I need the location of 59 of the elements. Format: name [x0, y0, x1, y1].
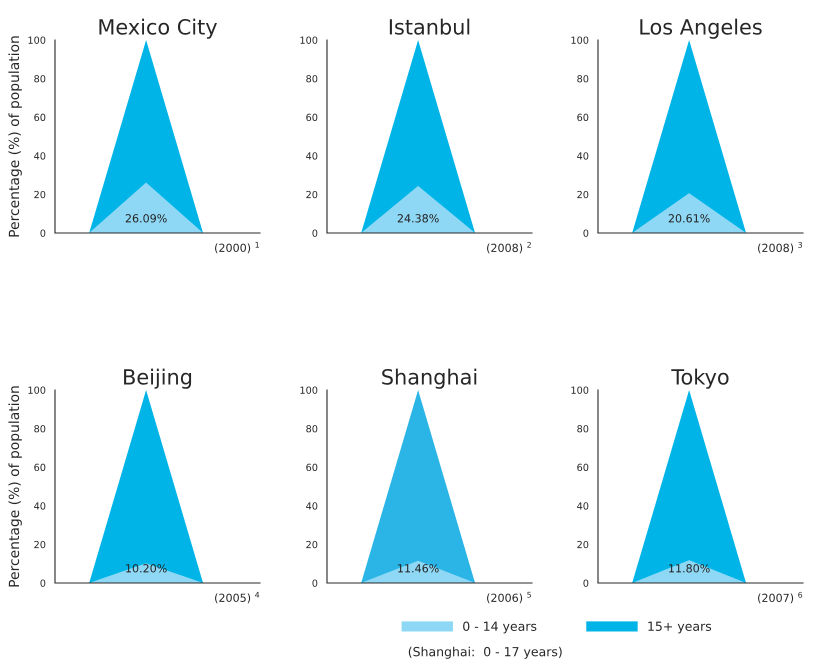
- data-label: 11.80%: [669, 564, 710, 573]
- y-tick-label: 80: [34, 75, 46, 82]
- y-tick-label: 60: [306, 464, 318, 472]
- text: (2006) $^{5}$: [487, 592, 531, 604]
- text: (2005) $^{4}$: [215, 592, 260, 604]
- data-label: 24.38%: [398, 214, 439, 223]
- chart-title: Beijing: [124, 368, 192, 389]
- y-tick-label: 40: [34, 152, 46, 160]
- data-label: 10.20%: [126, 564, 167, 573]
- y-tick-label: 80: [34, 425, 46, 432]
- y-tick-label: 40: [34, 502, 46, 510]
- y-tick-label: 40: [306, 152, 318, 160]
- y-tick-label: 80: [577, 75, 588, 82]
- y-tick-label: 100: [300, 386, 318, 394]
- y-tick-label: 100: [300, 36, 318, 44]
- y-tick-label: 100: [571, 36, 588, 44]
- y-tick-label: 60: [306, 114, 318, 122]
- text: (2007) $^{6}$: [758, 592, 802, 604]
- y-tick-label: 0: [583, 229, 588, 237]
- y-tick-label: 20: [577, 540, 588, 548]
- chart-title: Mexico City: [99, 18, 217, 39]
- chart-title: Tokyo: [671, 368, 729, 389]
- y-tick-label: 0: [312, 579, 318, 587]
- y-tick-label: 80: [306, 425, 318, 432]
- y-tick-label: 0: [583, 579, 588, 587]
- chart-title: Los Angeles: [640, 18, 762, 39]
- y-tick-label: 40: [577, 502, 588, 510]
- y-tick-label: 100: [28, 386, 46, 394]
- y-tick-label: 80: [577, 425, 588, 432]
- chart-title: Istanbul: [390, 18, 470, 35]
- y-tick-label: 100: [28, 36, 46, 44]
- y-tick-label: 100: [571, 386, 588, 394]
- y-tick-label: 80: [306, 75, 318, 82]
- y-tick-label: 60: [34, 464, 46, 472]
- y-tick-label: 40: [577, 152, 588, 160]
- legend-label: 0 - 14 years: [463, 621, 536, 634]
- y-tick-label: 60: [577, 464, 588, 472]
- text: (2008) $^{3}$: [758, 242, 802, 254]
- y-tick-label: 20: [34, 190, 46, 198]
- text: (2000) $^{1}$: [215, 242, 259, 254]
- text: (Shanghai: 0 - 17 years): [408, 646, 562, 659]
- y-axis-title: Percentage (%) of population: [8, 386, 22, 586]
- y-axis-title: Percentage (%) of population: [8, 36, 22, 236]
- y-tick-label: 60: [577, 114, 588, 122]
- y-tick-label: 0: [40, 229, 46, 237]
- y-tick-label: 0: [40, 579, 46, 587]
- y-tick-label: 0: [312, 229, 318, 237]
- chart-title: Shanghai: [382, 368, 476, 389]
- y-tick-label: 20: [306, 190, 318, 198]
- data-label: 26.09%: [126, 214, 167, 223]
- data-label: 11.46%: [398, 564, 439, 573]
- text: (2008) $^{2}$: [487, 242, 531, 254]
- data-label: 20.61%: [668, 214, 710, 223]
- y-tick-label: 60: [34, 114, 46, 122]
- y-tick-label: 20: [34, 540, 46, 548]
- legend-label: 15+ years: [648, 622, 712, 634]
- y-tick-label: 20: [577, 190, 588, 198]
- y-tick-label: 40: [306, 502, 318, 510]
- y-tick-label: 20: [306, 540, 318, 548]
